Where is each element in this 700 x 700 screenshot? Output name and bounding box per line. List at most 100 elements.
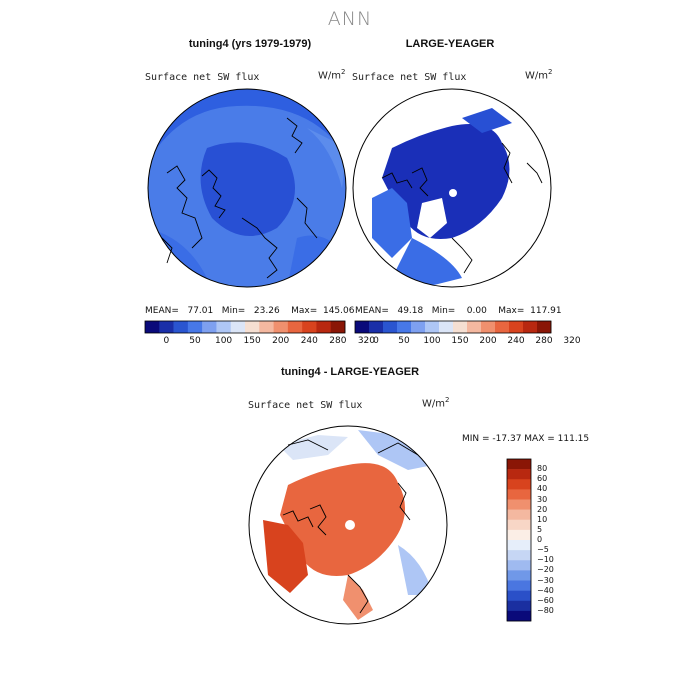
colorbar-tick-label: −20: [537, 565, 554, 575]
colorbar-tick-label: 50: [189, 336, 201, 346]
panel-3-polar-map: [248, 425, 448, 625]
colorbar-swatch: [481, 321, 496, 333]
panel-1-stats: MEAN= 77.01 Min= 23.26 Max= 145.06: [145, 306, 355, 316]
colorbar-tick-label: 60: [537, 474, 548, 484]
colorbar-swatch: [507, 469, 531, 480]
colorbar-swatch: [507, 459, 531, 470]
colorbar-swatch: [230, 321, 246, 333]
colorbar-swatch: [507, 590, 531, 602]
colorbar-tick-label: 0: [537, 535, 543, 544]
colorbar-swatch: [507, 509, 531, 521]
colorbar-tick-label: −10: [537, 555, 554, 565]
panel-1-units: W/m2: [318, 68, 346, 82]
panel-2-colorbar: [354, 320, 552, 334]
panel-3-colorbar-ticks: 80 60 40 30 20 10 5 0 −5 −10 −20 −30 −40 −60 −80: [537, 459, 577, 621]
colorbar-swatch: [509, 321, 524, 333]
colorbar-tick-label: 150: [451, 336, 469, 346]
panel-2-field-region: [462, 108, 512, 133]
panel-3-variable-label: Surface net SW flux: [248, 400, 363, 411]
panel-1-field-region: [200, 142, 295, 236]
panel-1-colorbar-ticks: 0 50 100 150 200 240 280 320: [145, 336, 375, 348]
colorbar-tick-label: 280: [329, 336, 347, 346]
colorbar-tick-label: 320: [563, 336, 581, 346]
colorbar-tick-label: 10: [537, 514, 548, 524]
colorbar-swatch: [453, 321, 468, 333]
panel-3-coastlines: [282, 439, 419, 614]
panel-3-pole-hole: [345, 520, 355, 530]
colorbar-swatch: [397, 321, 412, 333]
colorbar-tick-label: 80: [537, 464, 548, 474]
colorbar-swatch: [411, 321, 426, 333]
colorbar-tick-label: 320: [357, 336, 376, 346]
colorbar-tick-label: 200: [479, 336, 497, 346]
colorbar-swatch: [507, 570, 531, 581]
colorbar-swatch: [507, 580, 531, 591]
colorbar-tick-label: 200: [272, 336, 290, 346]
panel-3-field-region: [263, 520, 308, 593]
colorbar-swatch: [187, 321, 203, 333]
colorbar-tick-label: 5: [537, 524, 543, 534]
colorbar-swatch: [273, 321, 289, 333]
colorbar-tick-label: −5: [537, 545, 549, 555]
colorbar-swatch: [316, 321, 332, 333]
colorbar-swatch: [467, 321, 482, 333]
panel-2-units: W/m2: [525, 68, 553, 82]
panel-3-field-region: [280, 463, 406, 576]
panel-2-pole-hole: [449, 189, 457, 197]
panel-2-variable-label: Surface net SW flux: [352, 72, 467, 83]
colorbar-outline: [144, 320, 346, 334]
colorbar-tick-label: 240: [300, 336, 318, 346]
colorbar-tick-label: 0: [373, 336, 379, 346]
colorbar-swatch: [495, 321, 510, 333]
colorbar-swatch: [507, 600, 531, 612]
colorbar-swatch: [202, 321, 217, 333]
colorbar-swatch: [507, 550, 531, 561]
panel-1-coastlines: [161, 117, 318, 279]
colorbar-swatch: [173, 321, 189, 333]
panel-2-title: LARGE-YEAGER: [405, 38, 495, 50]
panel-3-map-border: [248, 425, 448, 625]
colorbar-tick-label: −30: [537, 575, 554, 585]
panel-3-colorbar: [506, 458, 532, 622]
colorbar-swatch: [425, 321, 440, 333]
colorbar-tick-label: 150: [243, 336, 261, 346]
colorbar-tick-label: 40: [537, 484, 548, 494]
colorbar-tick-label: 30: [537, 494, 548, 504]
colorbar-swatch: [159, 321, 174, 333]
panel-1-polar-map: [147, 88, 347, 288]
colorbar-swatch: [507, 540, 531, 551]
panel-2-field-region: [392, 238, 462, 287]
colorbar-swatch: [507, 519, 531, 531]
colorbar-tick-label: 0: [163, 336, 170, 346]
panel-1-colorbar: [144, 320, 346, 334]
colorbar-swatch: [369, 321, 384, 333]
panel-3-stats: MIN = -17.37 MAX = 111.15: [462, 434, 590, 444]
panel-2-coastlines: [381, 142, 543, 274]
colorbar-swatch: [216, 321, 232, 333]
colorbar-swatch: [523, 321, 538, 333]
panel-3-units: W/m2: [422, 396, 450, 410]
panel-2-map-border: [352, 88, 552, 288]
panel-1-map-border: [147, 88, 347, 288]
colorbar-swatch: [507, 560, 531, 571]
colorbar-tick-label: −60: [537, 595, 554, 605]
colorbar-swatch: [302, 321, 317, 333]
colorbar-swatch: [439, 321, 454, 333]
colorbar-tick-label: 280: [535, 336, 553, 346]
colorbar-swatch: [507, 499, 531, 510]
panel-1-variable-label: Surface net SW flux: [145, 72, 260, 83]
colorbar-outline: [506, 458, 532, 622]
colorbar-tick-label: 100: [423, 336, 441, 346]
colorbar-swatch: [507, 610, 531, 622]
colorbar-swatch: [245, 321, 260, 333]
panel-3-field-region: [343, 575, 373, 620]
panel-2-polar-map: [352, 88, 552, 288]
colorbar-tick-label: −40: [537, 585, 554, 595]
colorbar-tick-label: 50: [398, 336, 410, 346]
colorbar-swatch: [145, 321, 160, 333]
panel-2-colorbar-ticks: 0 50 100 150 200 240 280 320: [355, 336, 580, 348]
panel-2-field-region: [382, 124, 510, 239]
panel-2-field-region: [372, 188, 412, 258]
panel-3-field-region: [398, 545, 433, 595]
panel-2-field-region: [417, 198, 447, 238]
